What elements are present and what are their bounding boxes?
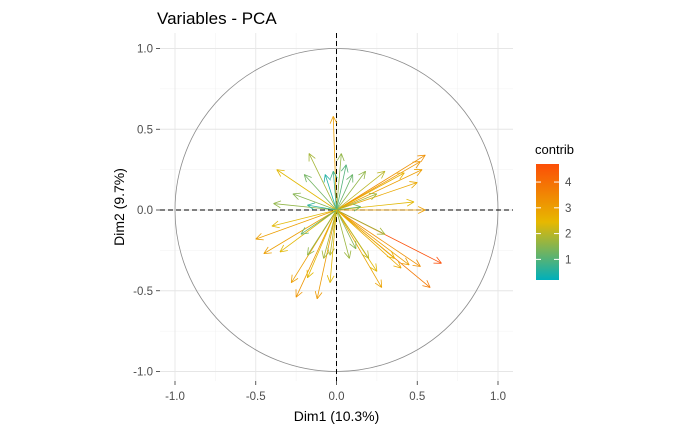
x-tick-label: -0.5 <box>246 391 266 403</box>
variable-arrow <box>336 170 366 211</box>
y-tick-label: -0.5 <box>133 286 153 298</box>
variable-arrow <box>326 209 337 283</box>
variable-arrow <box>336 169 423 211</box>
variable-arrow <box>336 209 383 288</box>
variable-arrow <box>336 209 386 235</box>
legend-tick-label: 3 <box>565 203 571 215</box>
variable-arrow <box>336 172 405 211</box>
variable-arrow <box>263 209 337 255</box>
legend-tick-label: 4 <box>565 177 572 189</box>
variable-arrow <box>321 209 337 259</box>
variable-arrow <box>255 209 337 241</box>
variable-arrow <box>336 164 349 211</box>
variable-arrow <box>336 174 354 211</box>
variable-arrow <box>336 209 370 259</box>
x-axis-ticks: -1.0 -0.5 0.0 0.5 1.0 <box>165 381 506 403</box>
legend-tick-label: 2 <box>565 229 571 241</box>
variable-arrow <box>336 209 352 259</box>
y-axis-title: Dim2 (9.7%) <box>111 168 127 246</box>
y-tick-label: -1.0 <box>133 367 153 379</box>
variable-arrow <box>336 192 378 211</box>
y-tick-label: 0.5 <box>137 124 153 136</box>
variable-arrow <box>336 209 421 267</box>
variable-arrow <box>273 200 337 211</box>
variable-arrow <box>307 209 337 256</box>
x-tick-label: -1.0 <box>165 391 185 403</box>
variable-arrow <box>306 209 337 279</box>
variable-arrow <box>279 209 337 253</box>
variable-arrow <box>276 169 337 211</box>
legend-ticks: 1 2 3 4 <box>536 177 572 266</box>
variable-arrow <box>330 171 338 211</box>
y-axis-ticks: -1.0 -0.5 0.0 0.5 1.0 <box>133 44 160 379</box>
legend-tick-label: 1 <box>565 254 571 266</box>
variable-arrows <box>255 116 442 300</box>
variable-arrow <box>292 192 337 211</box>
variable-arrow <box>336 209 396 259</box>
x-tick-label: 0.5 <box>409 391 425 403</box>
variable-arrow <box>336 181 418 211</box>
variable-arrow <box>295 209 337 298</box>
variable-arrow <box>336 209 402 269</box>
x-tick-label: 0.0 <box>329 391 345 403</box>
variable-arrow <box>336 206 426 214</box>
variable-arrow <box>307 202 337 211</box>
variable-arrow <box>336 170 386 211</box>
variable-arrow <box>308 153 337 211</box>
legend: contrib 1 2 3 4 <box>535 142 574 280</box>
variable-arrow <box>336 154 426 211</box>
legend-colorbar <box>536 164 559 280</box>
y-tick-label: 1.0 <box>137 44 153 56</box>
variable-arrow <box>329 116 338 211</box>
variable-arrow <box>336 209 357 250</box>
variable-arrow <box>327 209 337 256</box>
variable-arrow <box>336 203 361 212</box>
y-tick-label: 0.0 <box>137 205 153 217</box>
legend-title: contrib <box>535 142 574 157</box>
variable-arrow <box>300 209 337 235</box>
chart-title: Variables - PCA <box>157 9 277 28</box>
variable-arrow <box>271 209 337 229</box>
x-tick-label: 1.0 <box>490 391 506 403</box>
variable-arrow <box>303 174 337 211</box>
variable-arrow <box>336 209 410 266</box>
x-axis-title: Dim1 (10.3%) <box>294 408 380 424</box>
variable-arrow <box>336 153 345 211</box>
variable-arrow <box>323 174 337 211</box>
